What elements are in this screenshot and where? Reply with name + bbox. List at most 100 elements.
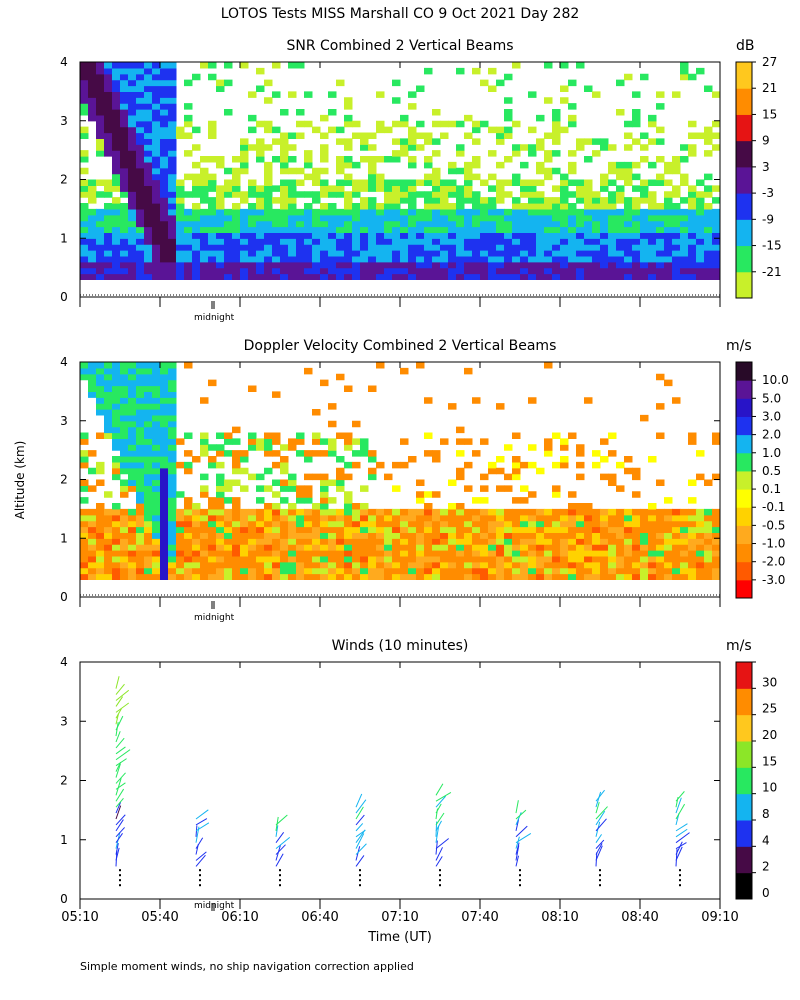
snr-cell (440, 255, 449, 263)
doppler-cell (608, 555, 617, 563)
snr-cell (256, 197, 265, 204)
doppler-cell (456, 544, 465, 551)
snr-cell (488, 203, 497, 210)
snr-cell (344, 179, 353, 186)
doppler-cell (632, 467, 641, 475)
doppler-cell (128, 385, 137, 392)
doppler-cell (600, 508, 609, 516)
doppler-cell (688, 555, 697, 563)
doppler-cell (488, 514, 497, 522)
snr-cell (136, 197, 145, 204)
snr-cell (632, 120, 641, 128)
doppler-cell (320, 573, 329, 580)
snr-cell (576, 144, 585, 151)
snr-cell (400, 220, 409, 228)
snr-cell (504, 208, 513, 216)
snr-cell (120, 191, 129, 198)
snr-cell (464, 244, 473, 251)
doppler-cell (376, 561, 385, 569)
snr-cell (264, 197, 273, 204)
snr-cell (256, 244, 265, 251)
snr-cell (296, 250, 305, 257)
snr-cell (416, 250, 425, 257)
snr-cell (576, 255, 585, 263)
snr-cell (368, 226, 377, 233)
doppler-cell (312, 550, 321, 557)
snr-cell (280, 167, 289, 175)
snr-cell (360, 220, 369, 228)
snr-cell (400, 226, 409, 233)
doppler-cell (128, 420, 137, 428)
doppler-cell (376, 555, 385, 563)
wind-barb (355, 855, 365, 867)
doppler-cell (184, 362, 193, 369)
doppler-cell (288, 514, 297, 522)
doppler-cell (656, 550, 665, 557)
doppler-cell (96, 397, 105, 404)
snr-cell (656, 232, 665, 239)
snr-cell (224, 79, 233, 87)
doppler-cell (432, 450, 441, 457)
doppler-cell (112, 461, 121, 469)
colorbar-3-swatch (736, 820, 752, 847)
doppler-cell (200, 450, 209, 457)
doppler-cell (144, 391, 153, 398)
snr-cell (216, 238, 225, 245)
doppler-cell (328, 444, 337, 451)
snr-cell (408, 232, 417, 239)
snr-cell (256, 238, 265, 245)
snr-cell (256, 203, 265, 210)
doppler-cell (688, 532, 697, 539)
doppler-cell (296, 438, 305, 445)
snr-cell (576, 250, 585, 257)
wind-barb (115, 778, 122, 796)
doppler-cell (264, 526, 273, 533)
doppler-cell (480, 508, 489, 516)
snr-cell (88, 214, 97, 222)
snr-cell (448, 250, 457, 257)
doppler-cell (96, 508, 105, 516)
snr-cell (704, 173, 713, 181)
doppler-cell (128, 538, 137, 545)
doppler-cell (160, 567, 169, 575)
snr-cell (192, 255, 201, 263)
snr-cell (296, 191, 305, 198)
snr-cell (136, 103, 145, 110)
doppler-cell (296, 538, 305, 545)
snr-cell (504, 261, 513, 269)
doppler-cell (520, 538, 529, 545)
snr-cell (400, 114, 409, 122)
snr-cell (712, 250, 721, 257)
snr-cell (272, 244, 281, 251)
snr-cell (472, 161, 481, 169)
snr-cell (184, 250, 193, 257)
snr-cell (632, 273, 641, 280)
snr-cell (344, 261, 353, 269)
snr-cell (544, 203, 553, 210)
doppler-cell (384, 561, 393, 569)
snr-cell (448, 261, 457, 269)
snr-cell (104, 126, 113, 134)
snr-cell (400, 191, 409, 198)
doppler-cell (264, 544, 273, 551)
snr-cell (448, 255, 457, 263)
snr-cell (176, 255, 185, 263)
snr-cell (680, 267, 689, 275)
snr-cell (560, 273, 569, 280)
snr-cell (504, 191, 513, 198)
snr-cell (456, 120, 465, 128)
doppler-cell (328, 573, 337, 580)
snr-cell (344, 208, 353, 216)
snr-cell (216, 156, 225, 163)
doppler-cell (208, 567, 217, 575)
doppler-cell (288, 573, 297, 580)
snr-cell (376, 179, 385, 186)
snr-cell (272, 267, 281, 275)
snr-cell (160, 85, 169, 92)
snr-cell (320, 114, 329, 122)
doppler-cell (128, 467, 137, 475)
doppler-cell (336, 473, 345, 481)
doppler-cell (376, 362, 385, 369)
snr-cell (128, 191, 137, 198)
snr-cell (600, 226, 609, 233)
